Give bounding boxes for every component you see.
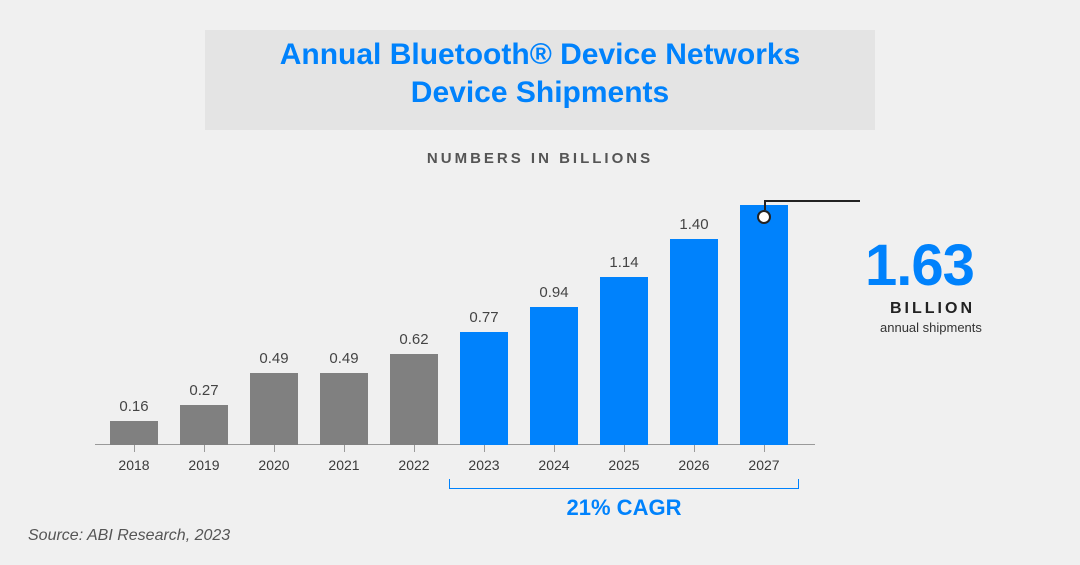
bar: 0.27: [180, 405, 228, 445]
bar: 0.94: [530, 307, 578, 445]
x-tick-mark: [554, 445, 555, 452]
x-tick-label: 2020: [250, 457, 298, 473]
x-tick-label: 2022: [390, 457, 438, 473]
bar-rect: [670, 239, 718, 445]
x-tick-mark: [134, 445, 135, 452]
bar-rect: [110, 421, 158, 445]
bar-rect: [530, 307, 578, 445]
x-tick-mark: [344, 445, 345, 452]
bar-value-label: 0.49: [250, 350, 298, 367]
bar-rect: [740, 205, 788, 445]
x-tick-mark: [414, 445, 415, 452]
bar: 1.40: [670, 239, 718, 445]
x-tick-label: 2019: [180, 457, 228, 473]
bar-value-label: 0.49: [320, 350, 368, 367]
x-tick-label: 2025: [600, 457, 648, 473]
callout-leader-horizontal: [764, 200, 860, 202]
cagr-label: 21% CAGR: [449, 495, 799, 521]
x-tick-mark: [274, 445, 275, 452]
bar-rect: [250, 373, 298, 445]
bar-value-label: 0.16: [110, 398, 158, 415]
bar-rect: [180, 405, 228, 445]
bar-value-label: 0.27: [180, 382, 228, 399]
bar-rect: [390, 354, 438, 445]
x-tick-mark: [764, 445, 765, 452]
forecast-bracket: [449, 479, 799, 489]
callout-value: 1.63: [865, 232, 974, 299]
bar-value-label: 1.14: [600, 254, 648, 271]
x-tick-label: 2027: [740, 457, 788, 473]
x-tick-mark: [204, 445, 205, 452]
bar-rect: [320, 373, 368, 445]
x-tick-label: 2021: [320, 457, 368, 473]
bar-rect: [460, 332, 508, 445]
title-line-2: Device Shipments: [411, 76, 669, 109]
bar-value-label: 1.40: [670, 216, 718, 233]
callout-leader-vertical: [764, 200, 766, 210]
bar-chart: 0.16 0.27 0.49 0.49 0.62 0.77 0.94 1.14 1.40: [95, 195, 815, 445]
callout-dot-icon: [757, 210, 771, 224]
chart-subtitle: NUMBERS IN BILLIONS: [205, 150, 875, 167]
x-tick-label: 2023: [460, 457, 508, 473]
bar: 0.49: [250, 373, 298, 445]
bar: 0.77: [460, 332, 508, 445]
bar-value-label: 0.77: [460, 309, 508, 326]
chart-title: Annual Bluetooth® Device Networks Device…: [205, 36, 875, 111]
callout-subtext: annual shipments: [880, 320, 982, 335]
bar: 0.16: [110, 421, 158, 445]
x-tick-label: 2026: [670, 457, 718, 473]
x-tick-label: 2018: [110, 457, 158, 473]
x-tick-mark: [484, 445, 485, 452]
x-tick-label: 2024: [530, 457, 578, 473]
callout-unit: BILLION: [890, 300, 975, 318]
bar: 0.62: [390, 354, 438, 445]
bar-value-label: 0.94: [530, 284, 578, 301]
x-tick-mark: [624, 445, 625, 452]
bar: [740, 205, 788, 445]
bar: 0.49: [320, 373, 368, 445]
title-line-1: Annual Bluetooth® Device Networks: [280, 38, 801, 71]
bar-rect: [600, 277, 648, 445]
source-attribution: Source: ABI Research, 2023: [28, 527, 230, 545]
x-tick-mark: [694, 445, 695, 452]
bar-value-label: 0.62: [390, 331, 438, 348]
bar: 1.14: [600, 277, 648, 445]
